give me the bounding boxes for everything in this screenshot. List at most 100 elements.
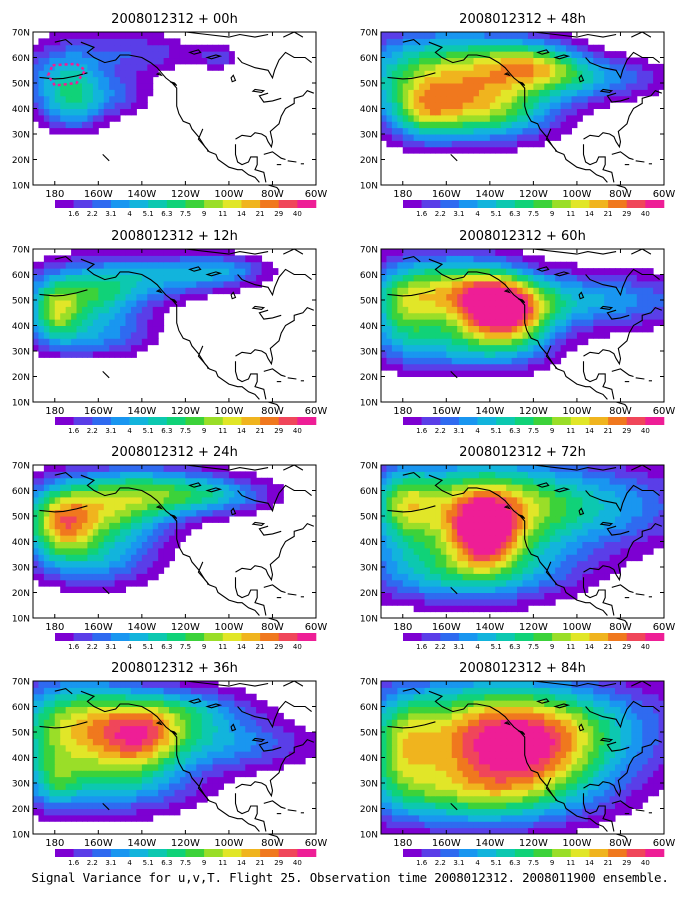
colorbar-swatch bbox=[514, 633, 534, 641]
lon-tick-label: 140W bbox=[475, 406, 504, 417]
lat-tick-label: 30N bbox=[12, 131, 30, 141]
colorbar-swatch bbox=[92, 200, 112, 208]
map-panel-12h: 2008012312 + 12h 10N 20N 30N 40N 50N 60N 70N 180… bbox=[12, 229, 328, 435]
lon-tick-label: 60W bbox=[305, 406, 328, 417]
colorbar-label: 3.1 bbox=[105, 643, 116, 651]
colorbar-swatch bbox=[403, 633, 422, 641]
colorbar-swatch bbox=[421, 849, 441, 857]
colorbar-label: 11 bbox=[566, 210, 575, 218]
colorbar: 1.6 2.2 3.1 4 5.1 6.3 7.5 9 11 14 21 29 40 bbox=[403, 200, 665, 218]
colorbar-swatch bbox=[260, 849, 280, 857]
colorbar-label: 2.2 bbox=[87, 643, 98, 651]
lat-tick-label: 50N bbox=[360, 80, 378, 90]
lat-tick-label: 50N bbox=[12, 80, 30, 90]
colorbar-swatch bbox=[645, 849, 665, 857]
lon-tick-label: 60W bbox=[305, 622, 328, 633]
colorbar-label: 21 bbox=[604, 643, 613, 651]
lat-tick-label: 30N bbox=[360, 564, 378, 574]
colorbar-swatch bbox=[55, 633, 74, 641]
colorbar-label: 3.1 bbox=[105, 427, 116, 435]
colorbar-label: 14 bbox=[585, 643, 594, 651]
colorbar-swatch bbox=[241, 200, 261, 208]
colorbar-label: 4 bbox=[475, 427, 480, 435]
coastline bbox=[387, 464, 663, 624]
colorbar-swatch bbox=[222, 849, 242, 857]
colorbar-swatch bbox=[552, 200, 572, 208]
coastline bbox=[39, 31, 314, 191]
colorbar-swatch bbox=[477, 849, 497, 857]
lat-tick-label: 40N bbox=[12, 754, 30, 764]
lon-tick-label: 120W bbox=[171, 622, 200, 633]
colorbar: 1.6 2.2 3.1 4 5.1 6.3 7.5 9 11 14 21 29 40 bbox=[55, 417, 317, 435]
lon-tick-label: 100W bbox=[214, 622, 243, 633]
lon-tick-label: 160W bbox=[84, 189, 113, 200]
coastline bbox=[39, 248, 315, 408]
colorbar-swatch bbox=[403, 417, 422, 425]
lat-tick-label: 10N bbox=[12, 399, 30, 409]
variance-field bbox=[381, 32, 665, 154]
colorbar: 1.6 2.2 3.1 4 5.1 6.3 7.5 9 11 14 21 29 40 bbox=[403, 633, 665, 651]
lat-tick-label: 40N bbox=[360, 322, 378, 332]
colorbar-label: 4 bbox=[475, 643, 480, 651]
lon-tick-label: 120W bbox=[171, 189, 200, 200]
colorbar-label: 2.2 bbox=[87, 427, 98, 435]
colorbar-swatch bbox=[440, 417, 460, 425]
lon-tick-label: 60W bbox=[653, 189, 676, 200]
lat-tick-label: 40N bbox=[12, 105, 30, 115]
lon-tick-label: 100W bbox=[214, 838, 243, 849]
colorbar-swatch bbox=[185, 200, 205, 208]
colorbar-swatch bbox=[403, 200, 422, 208]
colorbar-swatch bbox=[552, 633, 572, 641]
lon-tick-label: 80W bbox=[261, 189, 284, 200]
coastline bbox=[387, 248, 663, 408]
colorbar-label: 2.2 bbox=[87, 210, 98, 218]
colorbar-swatch bbox=[129, 633, 149, 641]
colorbar-label: 2.2 bbox=[435, 427, 446, 435]
variance-field bbox=[33, 681, 317, 822]
lon-tick-label: 80W bbox=[261, 838, 284, 849]
colorbar-swatch bbox=[552, 417, 572, 425]
colorbar-swatch bbox=[92, 633, 112, 641]
colorbar-swatch bbox=[608, 200, 628, 208]
lon-tick-label: 180 bbox=[393, 838, 412, 849]
colorbar-swatch bbox=[73, 633, 93, 641]
colorbar-label: 11 bbox=[218, 643, 227, 651]
lat-tick-label: 60N bbox=[360, 487, 378, 497]
colorbar-label: 14 bbox=[237, 427, 246, 435]
colorbar-label: 5.1 bbox=[143, 859, 154, 867]
lon-tick-label: 140W bbox=[127, 406, 156, 417]
colorbar-swatch bbox=[110, 417, 130, 425]
colorbar-label: 40 bbox=[641, 210, 650, 218]
colorbar-swatch bbox=[626, 849, 646, 857]
colorbar-swatch bbox=[608, 417, 628, 425]
lat-tick-label: 10N bbox=[12, 182, 30, 192]
lat-tick-label: 70N bbox=[12, 246, 30, 256]
observation-region-outline bbox=[46, 62, 87, 87]
colorbar-label: 7.5 bbox=[180, 643, 191, 651]
lat-tick-label: 20N bbox=[360, 805, 378, 815]
colorbar-swatch bbox=[533, 200, 553, 208]
lat-tick-label: 40N bbox=[360, 105, 378, 115]
colorbar-swatch bbox=[260, 200, 280, 208]
lon-tick-label: 160W bbox=[432, 838, 461, 849]
colorbar-label: 40 bbox=[641, 859, 650, 867]
colorbar-swatch bbox=[55, 417, 74, 425]
colorbar-label: 6.3 bbox=[161, 643, 172, 651]
colorbar-swatch bbox=[278, 633, 298, 641]
colorbar-label: 21 bbox=[604, 210, 613, 218]
colorbar-label: 29 bbox=[274, 210, 283, 218]
colorbar-swatch bbox=[496, 200, 516, 208]
colorbar-swatch bbox=[533, 633, 553, 641]
lat-tick-label: 50N bbox=[12, 729, 30, 739]
colorbar-swatch bbox=[440, 849, 460, 857]
panel-title: 2008012312 + 60h bbox=[459, 229, 586, 244]
lon-tick-label: 180 bbox=[45, 189, 64, 200]
lat-tick-label: 20N bbox=[360, 589, 378, 599]
colorbar-swatch bbox=[241, 417, 261, 425]
lat-tick-label: 60N bbox=[12, 271, 30, 281]
lat-tick-label: 70N bbox=[12, 678, 30, 688]
lat-tick-label: 10N bbox=[12, 615, 30, 625]
colorbar: 1.6 2.2 3.1 4 5.1 6.3 7.5 9 11 14 21 29 40 bbox=[55, 200, 317, 218]
colorbar-label: 6.3 bbox=[161, 427, 172, 435]
colorbar-label: 6.3 bbox=[509, 210, 520, 218]
